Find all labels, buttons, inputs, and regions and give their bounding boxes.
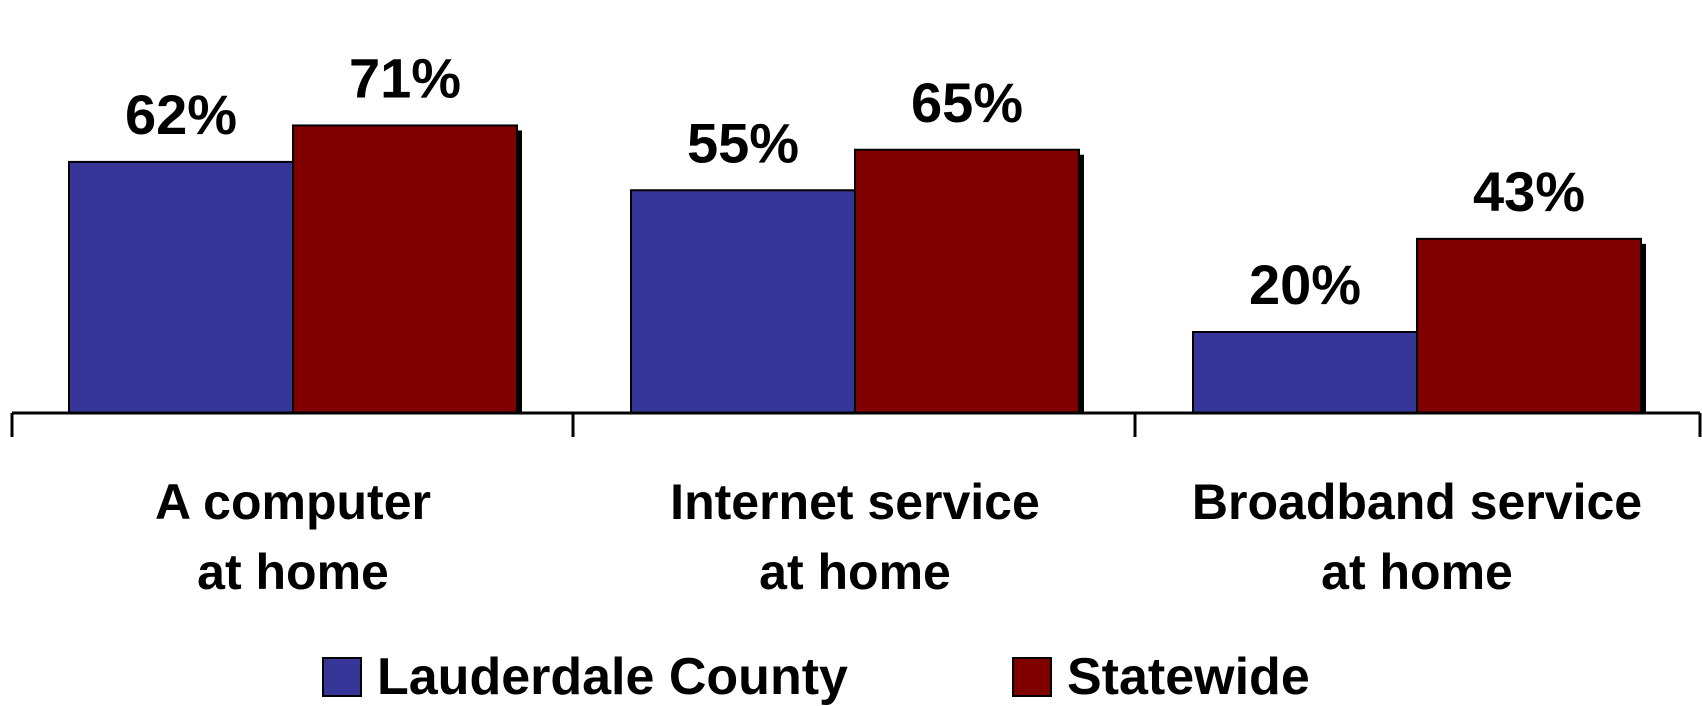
legend-swatch: [322, 657, 362, 697]
legend-label: Statewide: [1067, 648, 1310, 706]
data-label: 62%: [125, 83, 237, 146]
legend: Lauderdale County Statewide: [322, 648, 1310, 706]
category-label: at home: [1321, 544, 1513, 600]
category-label: at home: [759, 544, 951, 600]
category-label: Internet service: [670, 474, 1040, 530]
legend-label: Lauderdale County: [377, 648, 848, 706]
bar-statewide: [292, 124, 518, 414]
category-label: at home: [197, 544, 389, 600]
category-label: A computer: [155, 474, 431, 530]
data-label: 20%: [1249, 253, 1361, 316]
x-axis: [10, 411, 1702, 437]
category-labels: A computer at home Internet service at home…: [155, 474, 1642, 600]
value-labels: 62% 55% 20% 71% 65% 43%: [125, 46, 1585, 316]
data-label: 55%: [687, 111, 799, 174]
category-label: Broadband service: [1192, 474, 1642, 530]
bar-lauderdale-county: [68, 160, 294, 414]
data-label: 65%: [911, 71, 1023, 134]
bar-statewide: [854, 148, 1080, 414]
bars: [68, 124, 1642, 414]
bar-lauderdale-county: [630, 189, 856, 414]
data-label: 71%: [349, 46, 461, 109]
bar-lauderdale-county: [1192, 331, 1418, 414]
data-label: 43%: [1473, 160, 1585, 223]
legend-swatch: [1012, 657, 1052, 697]
bar-statewide: [1416, 237, 1642, 414]
